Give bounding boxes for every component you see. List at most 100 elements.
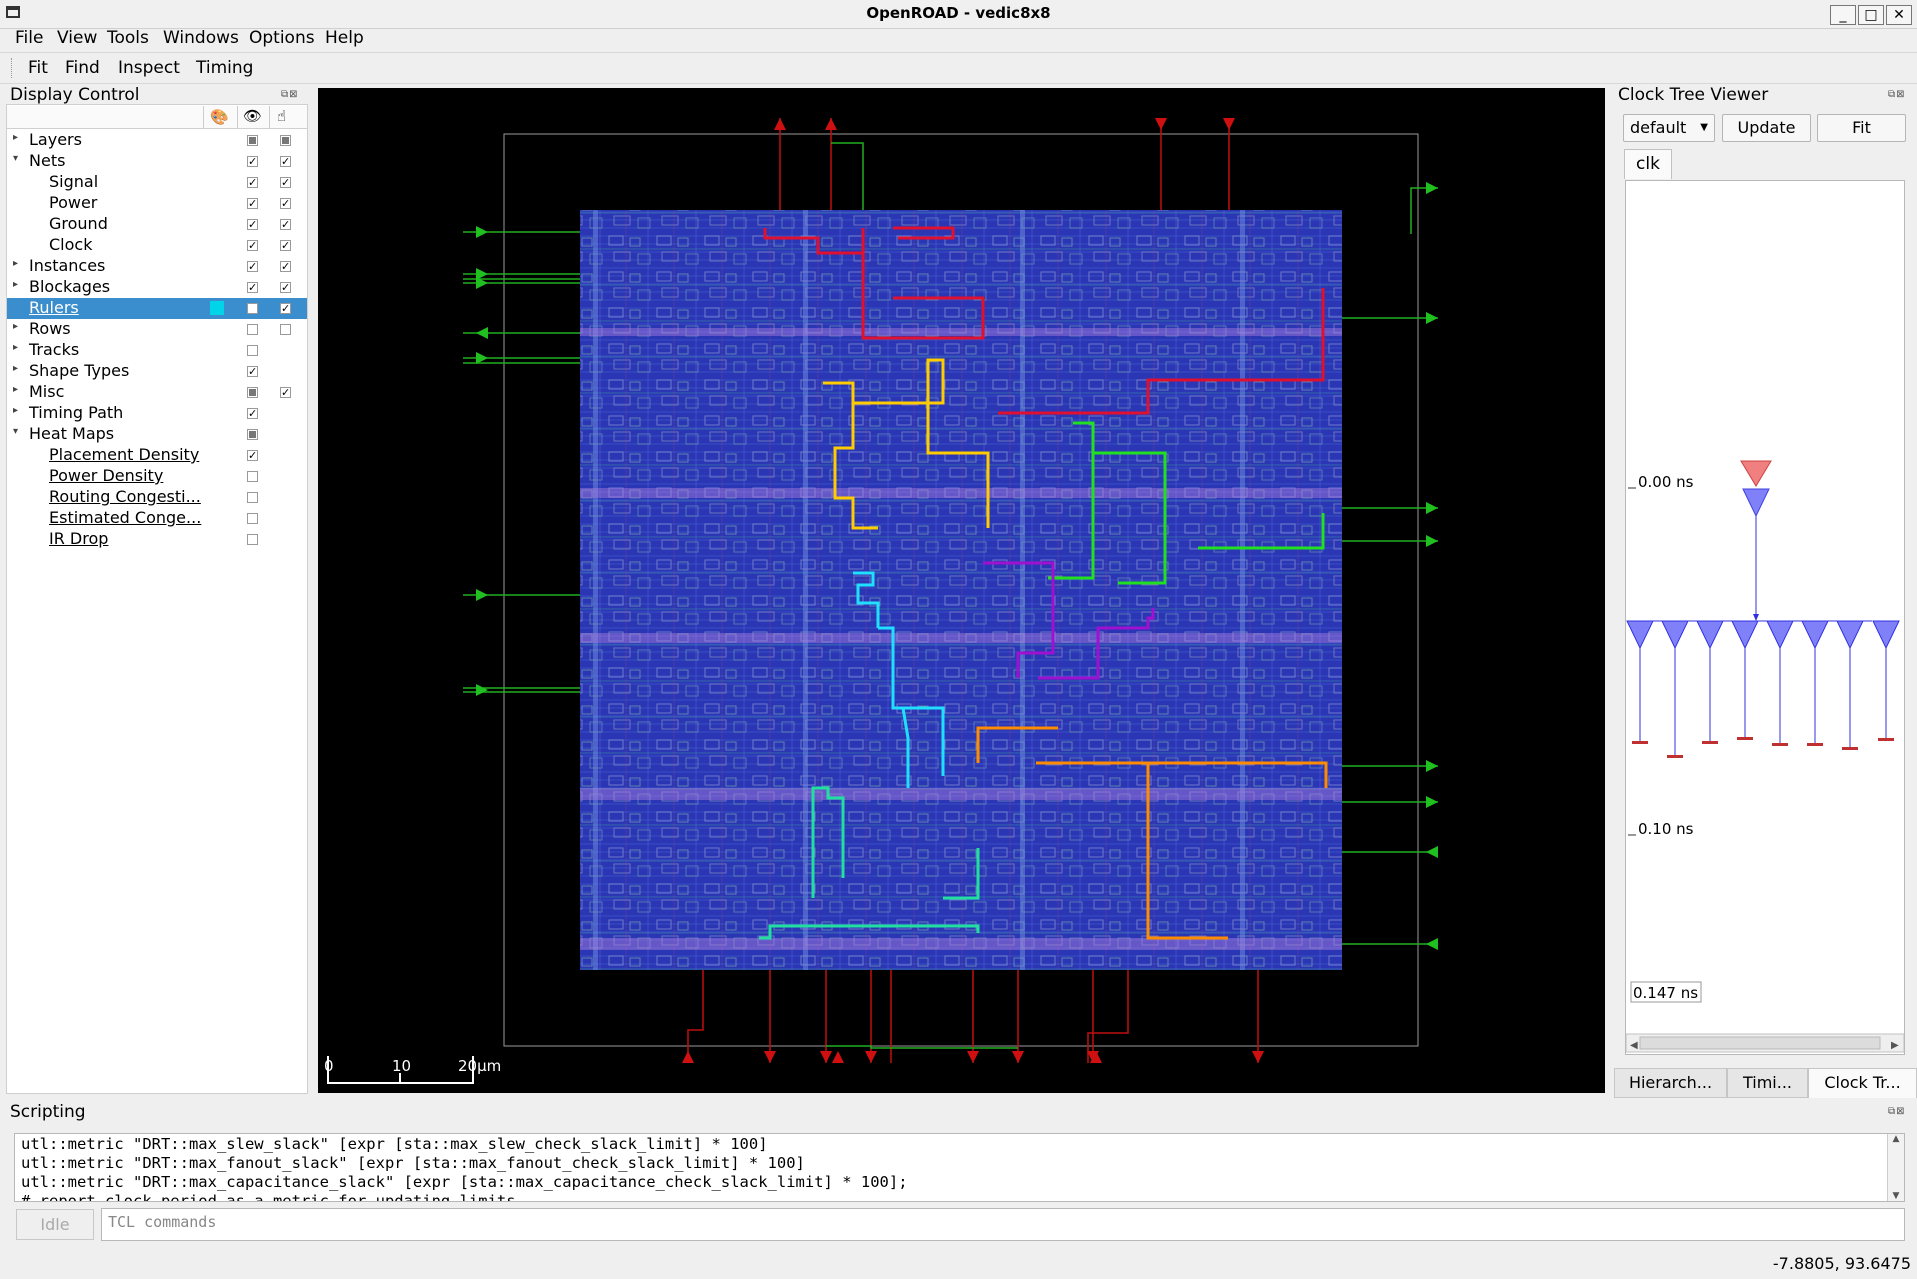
leaf-buffer	[1696, 620, 1724, 650]
visible-checkbox[interactable]: ✓	[247, 449, 258, 462]
expanded-arrow-icon[interactable]: ▾	[13, 153, 19, 164]
collapsed-arrow-icon[interactable]: ▸	[13, 279, 19, 290]
pointer-icon: ☝	[277, 107, 287, 125]
visible-checkbox[interactable]	[247, 534, 258, 545]
menu-windows[interactable]: Windows	[163, 28, 239, 48]
collapsed-arrow-icon[interactable]: ▸	[13, 132, 19, 143]
display-item-heat-maps[interactable]: ▾ Heat Maps	[7, 424, 307, 445]
menu-file[interactable]: File	[15, 28, 44, 48]
visible-checkbox[interactable]: ✓	[247, 176, 258, 189]
visible-checkbox[interactable]	[247, 345, 258, 356]
inspect-button[interactable]: Inspect	[118, 58, 180, 78]
toolbar-grip	[11, 58, 14, 78]
display-item-instances[interactable]: ▸ Instances ✓ ✓	[7, 256, 307, 277]
fit-button[interactable]: Fit	[28, 58, 48, 78]
visible-checkbox[interactable]: ✓	[247, 197, 258, 210]
scripting-dock-buttons[interactable]: ⧉⊠	[1888, 1106, 1906, 1117]
display-item-ir-drop[interactable]: IR Drop	[7, 529, 307, 550]
display-item-misc[interactable]: ▸ Misc ✓	[7, 382, 307, 403]
display-item-blockages[interactable]: ▸ Blockages ✓ ✓	[7, 277, 307, 298]
tcl-command-input[interactable]: TCL commands	[101, 1208, 1905, 1241]
maximize-button[interactable]: □	[1858, 5, 1884, 25]
display-item-timing-path[interactable]: ▸ Timing Path ✓	[7, 403, 307, 424]
dock-tab-timing[interactable]: Timi...	[1727, 1068, 1808, 1098]
selectable-checkbox[interactable]: ✓	[280, 239, 291, 252]
visible-checkbox[interactable]: ✓	[247, 260, 258, 273]
menu-options[interactable]: Options	[249, 28, 315, 48]
collapsed-arrow-icon[interactable]: ▸	[13, 384, 19, 395]
svg-text:▶: ▶	[1891, 1040, 1899, 1051]
menu-tools[interactable]: Tools	[107, 28, 149, 48]
display-item-layers[interactable]: ▸ Layers	[7, 130, 307, 151]
selectable-checkbox[interactable]	[280, 324, 291, 335]
find-button[interactable]: Find	[65, 58, 100, 78]
clock-sinks	[1878, 738, 1894, 741]
selectable-checkbox[interactable]: ✓	[280, 218, 291, 231]
visible-checkbox[interactable]	[247, 471, 258, 482]
selectable-checkbox[interactable]: ✓	[280, 197, 291, 210]
eye-icon: 👁	[243, 107, 263, 125]
display-item-tracks[interactable]: ▸ Tracks	[7, 340, 307, 361]
display-item-rulers[interactable]: Rulers ✓	[7, 298, 307, 319]
visible-checkbox[interactable]	[247, 303, 258, 314]
visible-checkbox[interactable]: ✓	[247, 365, 258, 378]
visible-checkbox[interactable]	[247, 429, 258, 440]
display-item-shape-types[interactable]: ▸ Shape Types ✓	[7, 361, 307, 382]
script-output[interactable]: utl::metric "DRT::max_slew_slack" [expr …	[14, 1133, 1905, 1202]
visible-checkbox[interactable]: ✓	[247, 218, 258, 231]
corner-select[interactable]: default ▼	[1623, 114, 1715, 142]
display-item-nets[interactable]: ▾ Nets ✓ ✓	[7, 151, 307, 172]
selectable-checkbox[interactable]: ✓	[280, 281, 291, 294]
layout-view[interactable]: 0 10 20μm	[318, 88, 1605, 1093]
visible-checkbox[interactable]	[247, 135, 258, 146]
selectable-checkbox[interactable]	[280, 135, 291, 146]
display-item-ground[interactable]: Ground ✓ ✓	[7, 214, 307, 235]
collapsed-arrow-icon[interactable]: ▸	[13, 363, 19, 374]
menu-help[interactable]: Help	[325, 28, 364, 48]
color-swatch[interactable]	[210, 301, 224, 315]
menu-view[interactable]: View	[57, 28, 98, 48]
visible-checkbox[interactable]	[247, 387, 258, 398]
display-item-rows[interactable]: ▸ Rows	[7, 319, 307, 340]
display-control-dock-buttons[interactable]: ⧉⊠	[281, 89, 299, 100]
selectable-checkbox[interactable]: ✓	[280, 302, 291, 315]
display-item-placement-density[interactable]: Placement Density ✓	[7, 445, 307, 466]
update-button[interactable]: Update	[1722, 114, 1811, 142]
minimize-button[interactable]: _	[1830, 5, 1856, 25]
display-item-power[interactable]: Power ✓ ✓	[7, 193, 307, 214]
expanded-arrow-icon[interactable]: ▾	[13, 426, 19, 437]
display-item-estimated-conge[interactable]: Estimated Conge...	[7, 508, 307, 529]
display-item-routing-congesti[interactable]: Routing Congesti...	[7, 487, 307, 508]
selectable-checkbox[interactable]: ✓	[280, 260, 291, 273]
visible-checkbox[interactable]	[247, 492, 258, 503]
app-window-icon	[6, 6, 20, 18]
selectable-checkbox[interactable]: ✓	[280, 176, 291, 189]
visible-checkbox[interactable]: ✓	[247, 407, 258, 420]
fit-view-button[interactable]: Fit	[1817, 114, 1906, 142]
display-item-power-density[interactable]: Power Density	[7, 466, 307, 487]
visible-checkbox[interactable]	[247, 324, 258, 335]
collapsed-arrow-icon[interactable]: ▸	[13, 321, 19, 332]
clock-tree-view[interactable]: 0.00 ns 0.10 ns 0.147 ns ◀ ▶	[1625, 180, 1905, 1055]
collapsed-arrow-icon[interactable]: ▸	[13, 405, 19, 416]
cursor-coordinates: -7.8805, 93.6475	[1772, 1254, 1911, 1273]
dock-tab-clock-tree[interactable]: Clock Tr...	[1808, 1068, 1917, 1098]
dock-tab-hierarchy[interactable]: Hierarch...	[1614, 1068, 1727, 1098]
display-item-clock[interactable]: Clock ✓ ✓	[7, 235, 307, 256]
clock-tree-dock-buttons[interactable]: ⧉⊠	[1888, 89, 1906, 100]
timing-button[interactable]: Timing	[196, 58, 254, 78]
idle-button[interactable]: Idle	[16, 1209, 94, 1240]
tab-clk[interactable]: clk	[1624, 149, 1672, 179]
script-vscrollbar[interactable]: ▲ ▼	[1887, 1134, 1904, 1201]
visible-checkbox[interactable]: ✓	[247, 239, 258, 252]
visible-checkbox[interactable]	[247, 513, 258, 524]
collapsed-arrow-icon[interactable]: ▸	[13, 258, 19, 269]
selectable-checkbox[interactable]: ✓	[280, 155, 291, 168]
visible-checkbox[interactable]: ✓	[247, 281, 258, 294]
clock-sinks	[1807, 743, 1823, 746]
display-item-signal[interactable]: Signal ✓ ✓	[7, 172, 307, 193]
collapsed-arrow-icon[interactable]: ▸	[13, 342, 19, 353]
visible-checkbox[interactable]: ✓	[247, 155, 258, 168]
close-button[interactable]: ✕	[1886, 5, 1912, 25]
selectable-checkbox[interactable]: ✓	[280, 386, 291, 399]
